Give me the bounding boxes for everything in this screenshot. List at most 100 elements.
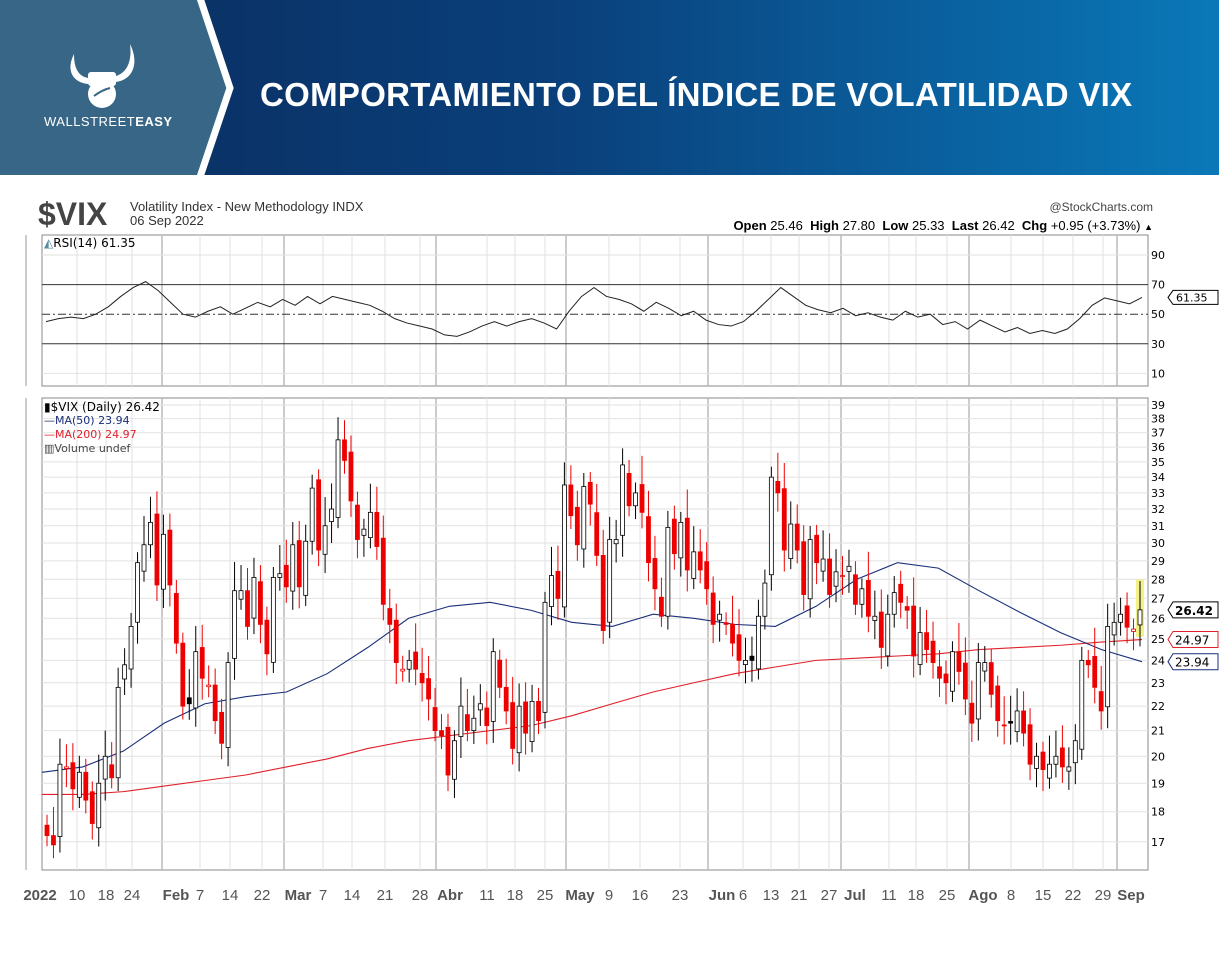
candle [697,529,703,584]
candle-body [801,541,807,595]
candle-body [743,659,748,666]
candle [561,462,567,618]
open-value: 25.46 [770,218,803,233]
candle [646,490,651,582]
candle [633,482,638,520]
candle [594,483,600,567]
candle [704,542,710,605]
candle-body [898,583,904,603]
x-tick-label: 21 [377,887,394,904]
candle [639,455,645,529]
price-tick-label: 29 [1151,555,1165,568]
candle [57,738,63,853]
candle-body [219,711,225,744]
candle-icon: ▮ [44,400,51,414]
candle [536,687,541,735]
candle-body [458,705,464,737]
candle [872,590,878,640]
candle [549,546,554,626]
candle [380,515,386,621]
x-tick-label: 25 [537,887,554,904]
x-tick-label: 16 [632,887,649,904]
price-tick-label: 39 [1151,399,1165,412]
candle-body [730,623,735,644]
candle [148,496,153,559]
candle-body [1021,710,1026,734]
candle [193,626,199,727]
candle [1098,665,1104,730]
high-value: 27.80 [842,218,876,233]
candle-body [471,717,477,732]
volume-bars-icon: ▥ [44,442,55,455]
x-tick-label: Ago [968,887,997,904]
candle [1124,592,1130,644]
last-price-label: 26.42 [1175,604,1213,618]
candle-body [361,528,367,536]
candle-body [814,534,820,564]
candle [477,684,483,726]
candle [115,667,121,792]
candle-body [549,575,554,607]
candle-body [671,518,677,555]
candle [96,754,102,847]
candle [1092,627,1098,704]
candle [756,599,761,680]
ma200-line [42,638,1143,796]
candle [283,539,289,603]
brand-name: WALLSTREETEASY [44,114,173,129]
candle-body [1085,659,1091,666]
candle-body [859,588,865,605]
ma50-legend-text: MA(50) 23.94 [55,414,130,427]
candle-body [775,480,781,494]
candle [290,522,296,610]
candle [684,489,690,592]
candle [891,576,897,628]
ma200-legend-text: MA(200) 24.97 [55,428,137,441]
candle [678,511,684,577]
candle [1014,688,1020,743]
x-tick-label: 24 [124,887,141,904]
candle [736,609,742,677]
candle [788,501,794,570]
candle-body [380,537,386,605]
last-price-tag [1167,601,1219,619]
candle-body [788,523,794,559]
candle [135,552,140,644]
candle-body [245,590,250,627]
candle [329,483,334,544]
rsi-legend-text: RSI(14) 61.35 [53,236,136,250]
candle-body [355,504,360,540]
candle-body [646,516,651,564]
x-tick-label: 21 [791,887,808,904]
candle-body [749,655,755,661]
candle-body [904,606,910,611]
price-tick-label: 36 [1151,441,1165,454]
candle [904,596,910,629]
candle-body [891,592,897,615]
candle [574,490,580,561]
price-panel [41,397,1149,871]
candle [542,591,548,729]
candle-body [180,642,186,707]
candle [911,577,917,678]
candle [503,658,509,725]
candle-body [348,451,354,502]
candle-body [975,662,981,720]
candle [943,660,949,705]
candle-body [251,577,257,619]
candle-body [613,539,619,545]
candle [1008,695,1014,745]
x-tick-label: Abr [437,887,463,904]
price-tick-label: 21 [1151,725,1165,738]
candle-body [367,511,373,539]
candle [956,623,962,685]
candle [962,637,968,716]
candle-body [406,659,412,670]
candle-body [639,484,645,513]
candle [775,452,781,512]
candle-body [51,835,56,846]
candle-body [70,762,76,790]
candle-body [309,487,315,542]
candle [484,691,490,745]
candle-body [154,513,160,586]
